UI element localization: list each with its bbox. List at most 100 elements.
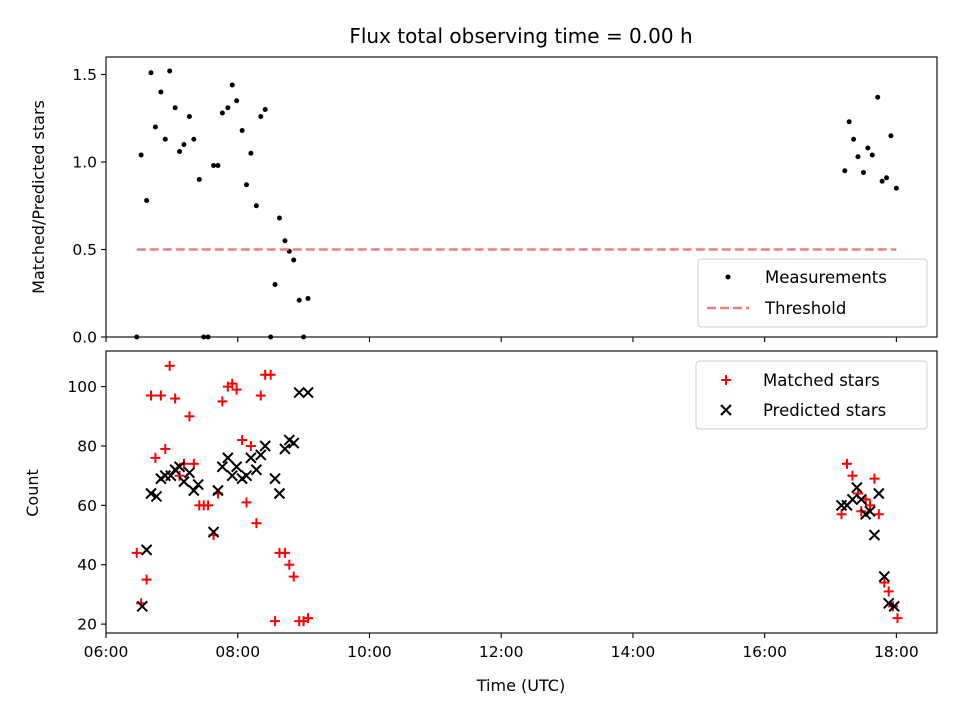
matched-stars-point bbox=[265, 369, 276, 380]
predicted-stars-point bbox=[851, 481, 863, 494]
predicted-stars-point bbox=[222, 452, 234, 464]
measurements-point bbox=[860, 170, 866, 175]
top-panel: 0.0 0.5 1.0 1.5 Matched/Predicted stars Mea… bbox=[29, 56, 938, 347]
matched-stars-point bbox=[241, 497, 252, 508]
matched-stars-point bbox=[131, 547, 142, 558]
measurements-point bbox=[152, 124, 158, 130]
predicted-stars-point bbox=[245, 452, 257, 464]
x-tick-label: 06:00 bbox=[84, 643, 129, 661]
legend-marker-measurements bbox=[725, 274, 731, 280]
legend-label-matched-stars: Matched stars bbox=[763, 371, 880, 390]
matched-stars-point bbox=[836, 509, 847, 520]
matched-stars-point bbox=[873, 509, 884, 520]
measurements-point bbox=[865, 145, 871, 151]
predicted-stars-point bbox=[873, 487, 885, 500]
predicted-stars-point bbox=[136, 600, 148, 612]
x-tick-label: 14:00 bbox=[611, 643, 656, 661]
matched-stars-point bbox=[847, 470, 858, 481]
x-tick-label: 08:00 bbox=[215, 643, 260, 661]
predicted-stars-point bbox=[192, 478, 204, 491]
predicted-stars-point bbox=[273, 487, 286, 500]
legend-marker-predicted-stars bbox=[720, 404, 732, 416]
x-tick-label: 12:00 bbox=[479, 643, 524, 661]
measurements-point bbox=[239, 128, 245, 133]
predicted-stars-point bbox=[259, 440, 271, 452]
predicted-stars-point bbox=[212, 484, 224, 497]
measurements-point bbox=[191, 136, 197, 142]
measurements-point bbox=[211, 163, 217, 168]
measurements-point bbox=[851, 136, 857, 142]
predicted-stars-point bbox=[173, 461, 186, 473]
predicted-stars-point bbox=[207, 526, 220, 538]
predicted-stars-point bbox=[230, 461, 243, 473]
bottom-panel: 20 40 60 80 100 06:00 08:00 10:00 12:00 14:00 16:… bbox=[23, 350, 938, 695]
predicted-stars-point bbox=[178, 475, 190, 488]
measurements-point bbox=[291, 257, 297, 263]
measurements-point bbox=[875, 94, 881, 100]
matched-stars-point bbox=[170, 393, 181, 404]
matched-stars-point bbox=[841, 458, 852, 469]
predicted-stars-point bbox=[302, 386, 314, 399]
predicted-stars-point bbox=[250, 464, 263, 476]
matched-stars-point bbox=[237, 435, 248, 446]
bottom-panel-y-ticks: 20 40 60 80 100 bbox=[67, 378, 106, 634]
measurements-point bbox=[196, 177, 202, 182]
bottom-panel-frame bbox=[105, 350, 938, 634]
matched-stars-point bbox=[302, 613, 313, 624]
predicted-stars-point bbox=[140, 544, 153, 556]
top-legend-box bbox=[697, 258, 928, 328]
matched-stars-point bbox=[174, 470, 185, 481]
measurements-point bbox=[855, 154, 861, 160]
x-tick-label: 16:00 bbox=[742, 643, 787, 661]
bottom-panel-legend: Matched stars Predicted stars bbox=[695, 360, 928, 430]
measurements-point bbox=[893, 185, 899, 191]
predicted-stars-point bbox=[855, 493, 867, 506]
matched-stars-point bbox=[217, 396, 228, 407]
measurements-point bbox=[167, 68, 173, 74]
legend-label-threshold: Threshold bbox=[764, 299, 846, 318]
y-tick-label: 100 bbox=[67, 378, 97, 396]
predicted-stars-point bbox=[188, 484, 200, 497]
predicted-stars-point bbox=[882, 597, 895, 610]
predicted-stars-point bbox=[846, 493, 859, 506]
x-tick-label: 10:00 bbox=[347, 643, 392, 661]
predicted-stars-point bbox=[279, 443, 291, 455]
measurements-point bbox=[138, 152, 144, 158]
measurements-point bbox=[869, 152, 875, 158]
matched-stars-point bbox=[155, 390, 166, 401]
matched-stars-point bbox=[869, 473, 880, 484]
top-panel-y-ticks: 0.0 0.5 1.0 1.5 bbox=[72, 66, 106, 347]
top-panel-legend: Measurements Threshold bbox=[697, 258, 928, 328]
predicted-stars-point bbox=[165, 469, 177, 482]
matched-stars-point bbox=[141, 574, 152, 585]
measurements-point bbox=[177, 149, 183, 154]
measurements-point bbox=[162, 136, 168, 142]
top-panel-frame bbox=[105, 56, 938, 338]
measurements-point bbox=[234, 98, 240, 104]
predicted-stars-point bbox=[878, 570, 891, 583]
y-tick-label: 20 bbox=[77, 616, 97, 634]
predicted-stars-point bbox=[288, 437, 300, 449]
y-tick-label: 60 bbox=[77, 497, 97, 515]
legend-label-measurements: Measurements bbox=[765, 268, 887, 287]
matched-stars-point bbox=[892, 613, 903, 624]
bottom-legend-box bbox=[695, 360, 928, 430]
matched-stars-point bbox=[146, 390, 157, 401]
matched-stars-point bbox=[160, 443, 171, 454]
matched-stars-point bbox=[184, 411, 195, 422]
predicted-stars-point bbox=[216, 461, 229, 473]
bottom-panel-x-ticks: 06:00 08:00 10:00 12:00 14:00 16:00 18:00 bbox=[84, 633, 919, 661]
predicted-stars-point bbox=[150, 490, 163, 503]
y-tick-label: 1.5 bbox=[72, 66, 97, 84]
measurements-point bbox=[229, 82, 235, 88]
matched-stars-point bbox=[245, 440, 256, 451]
predicted-stars-point bbox=[868, 529, 881, 541]
matched-stars-point bbox=[879, 577, 890, 588]
measurements-point bbox=[158, 89, 164, 95]
matched-stars-point bbox=[164, 360, 175, 371]
measurements-point bbox=[181, 142, 187, 147]
measurements-point bbox=[248, 150, 254, 156]
predicted-stars-point bbox=[269, 472, 281, 485]
